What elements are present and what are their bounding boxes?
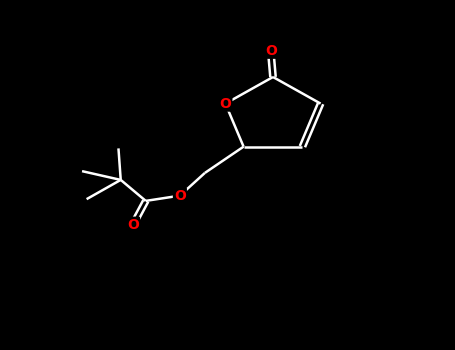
Text: O: O: [174, 189, 186, 203]
Text: O: O: [265, 44, 277, 58]
Text: O: O: [219, 97, 231, 111]
Text: O: O: [127, 218, 139, 232]
